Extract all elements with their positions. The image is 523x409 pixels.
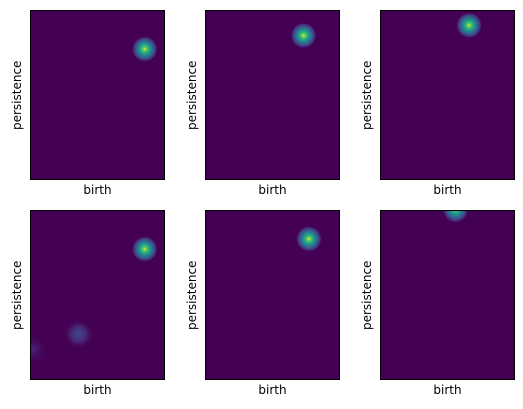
density-peak	[131, 236, 158, 263]
y-axis-label: persistence	[185, 260, 199, 330]
plot-frame	[30, 210, 165, 380]
density-peak	[131, 36, 158, 63]
density-peak	[242, 369, 265, 380]
x-axis-label: birth	[83, 183, 112, 197]
heatmap-plot	[30, 210, 165, 380]
x-axis-label: birth	[258, 183, 287, 197]
heatmap-background	[30, 210, 165, 380]
density-peak	[442, 210, 469, 223]
x-axis-label: birth	[433, 383, 462, 397]
y-axis-label: persistence	[10, 60, 24, 130]
heatmap-plot	[205, 210, 340, 380]
heatmap-background	[380, 10, 515, 180]
heatmap-panel	[30, 10, 165, 180]
y-axis-label: persistence	[360, 60, 374, 130]
density-peak	[456, 12, 483, 39]
density-peak	[63, 318, 94, 350]
heatmap-panel	[30, 210, 165, 380]
heatmap-plot	[205, 10, 340, 180]
density-peak	[30, 334, 48, 365]
heatmap-panel	[205, 10, 340, 180]
plot-frame	[380, 10, 515, 180]
y-axis-label: persistence	[10, 260, 24, 330]
heatmap-panel	[380, 210, 515, 380]
heatmap-background	[30, 10, 165, 180]
plot-frame	[205, 10, 340, 180]
heatmap-background	[380, 210, 515, 380]
heatmap-panel	[205, 210, 340, 380]
heatmap-background	[205, 10, 340, 180]
heatmap-plot	[380, 10, 515, 180]
density-peak	[290, 22, 317, 49]
x-axis-label: birth	[258, 383, 287, 397]
heatmap-plot	[30, 10, 165, 180]
density-peak	[270, 160, 297, 180]
y-axis-label: persistence	[360, 260, 374, 330]
plot-frame	[205, 210, 340, 380]
x-axis-label: birth	[83, 383, 112, 397]
density-peak	[295, 225, 322, 252]
plot-frame	[30, 10, 165, 180]
plot-frame	[380, 210, 515, 380]
y-axis-label: persistence	[185, 60, 199, 130]
x-axis-label: birth	[433, 183, 462, 197]
heatmap-plot	[380, 210, 515, 380]
heatmap-panel	[380, 10, 515, 180]
